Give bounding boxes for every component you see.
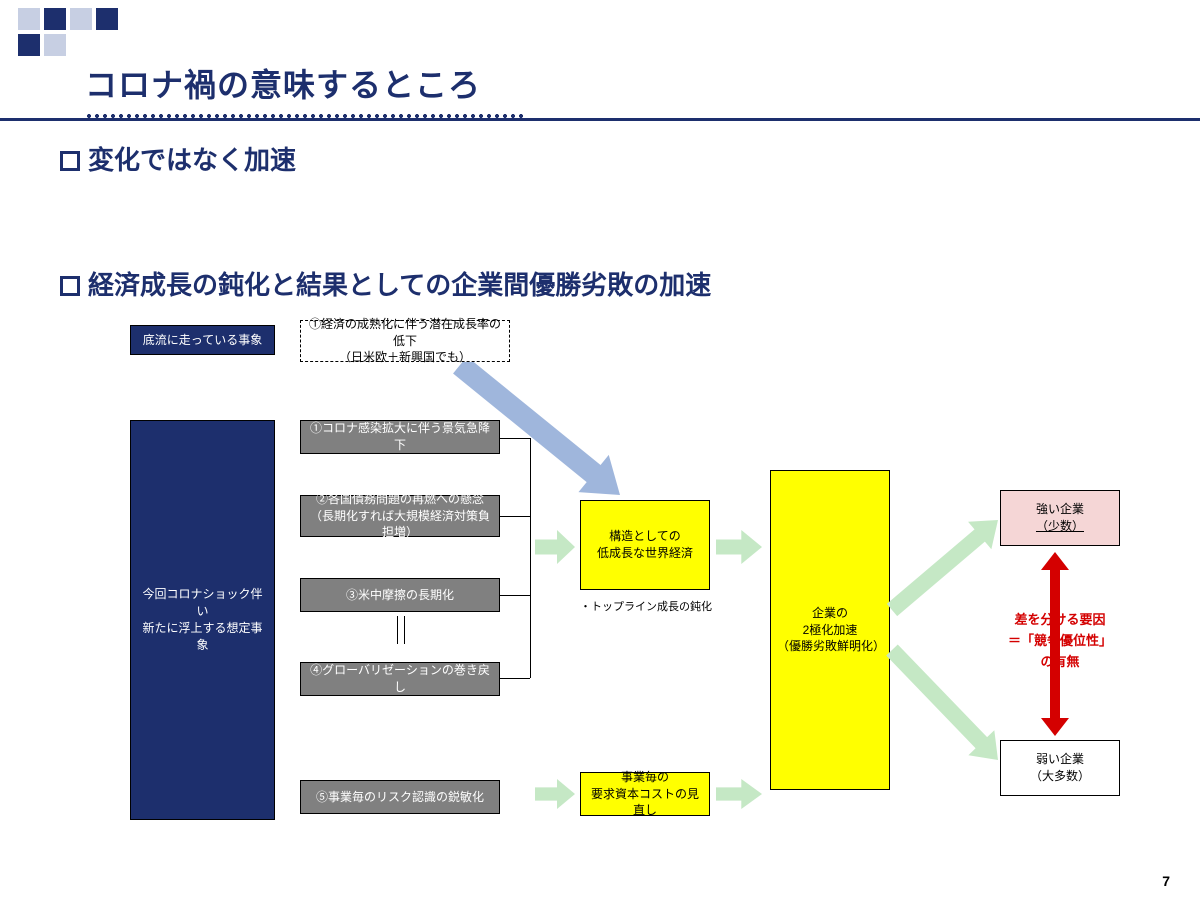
dashed-context-box: ①経済の成熟化に伴う潜在成長率の低下（日米欧＋新興国でも） (300, 320, 510, 362)
section-heading-0: 変化ではなく加速 (60, 140, 296, 177)
slide-title: コロナ禍の意味するところ (85, 60, 525, 106)
strong-company-box: 強い企業（少数） (1000, 490, 1120, 546)
grey-factor-box-3: ④グローバリゼーションの巻き戻し (300, 662, 500, 696)
equals-link-icon (394, 616, 408, 649)
divider-line (0, 118, 1200, 121)
green-arrow-icon (716, 530, 762, 564)
decor-square (18, 34, 40, 56)
decor-square (70, 8, 92, 30)
page-number: 7 (1162, 873, 1170, 889)
bracket-connector (530, 438, 531, 678)
bullet-icon (60, 151, 80, 171)
flow-diagram: 底流に走っている事象 ①経済の成熟化に伴う潜在成長率の低下（日米欧＋新興国でも） 今… (0, 320, 1200, 880)
navy-main-box: 今回コロナショック伴い新たに浮上する想定事象 (130, 420, 275, 820)
title-block: コロナ禍の意味するところ (85, 60, 525, 120)
green-arrow-icon (716, 779, 762, 809)
grey-factor-box-2: ③米中摩擦の長期化 (300, 578, 500, 612)
grey-factor-box-0: ①コロナ感染拡大に伴う景気急降下 (300, 420, 500, 454)
bullet-icon (60, 276, 80, 296)
section-heading-1: 経済成長の鈍化と結果としての企業間優勝劣敗の加速 (60, 265, 711, 302)
section-label: 経済成長の鈍化と結果としての企業間優勝劣敗の加速 (88, 270, 711, 300)
decor-square (96, 8, 118, 30)
red-differentiator-label: 差を分ける要因＝「競争優位性」の有無 (990, 610, 1130, 672)
bracket-tick (500, 678, 530, 679)
bracket-tick (500, 595, 530, 596)
grey-factor-box-4: ⑤事業毎のリスク認識の鋭敏化 (300, 780, 500, 814)
yellow-structure-box: 構造としての低成長な世界経済 (580, 500, 710, 590)
section-label: 変化ではなく加速 (88, 145, 296, 175)
decor-square (44, 34, 66, 56)
green-arrow-icon (535, 779, 575, 809)
green-arrow-icon (535, 530, 575, 564)
weak-company-box: 弱い企業（大多数） (1000, 740, 1120, 796)
decor-square (44, 8, 66, 30)
navy-header-box: 底流に走っている事象 (130, 325, 275, 355)
yellow-cost-box: 事業毎の要求資本コストの見直し (580, 772, 710, 816)
grey-factor-box-1: ②各国債務問題の再燃への懸念（長期化すれば大規模経済対策負担増） (300, 495, 500, 537)
bracket-tick (500, 438, 530, 439)
decor-square (18, 8, 40, 30)
structure-caption: ・トップライン成長の鈍化 (580, 598, 712, 614)
bracket-tick (500, 516, 530, 517)
